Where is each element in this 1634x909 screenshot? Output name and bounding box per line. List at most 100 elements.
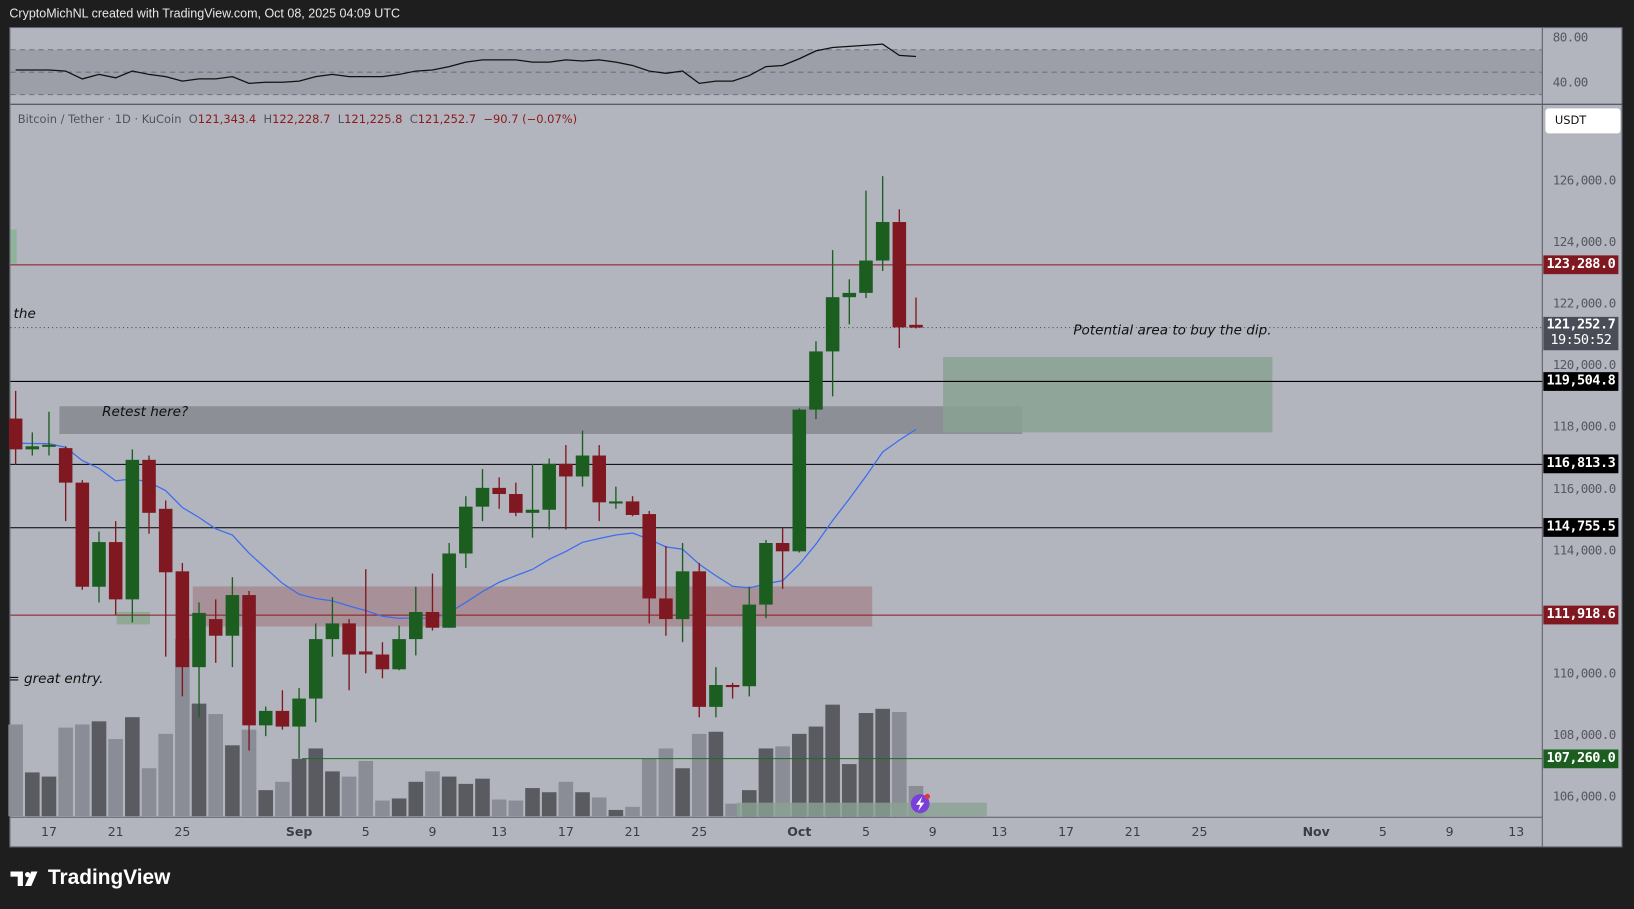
candle-body: [175, 571, 190, 668]
volume-bar: [525, 788, 540, 817]
candle-body: [425, 612, 440, 628]
price-line-label: 119,504.8: [1543, 372, 1619, 391]
volume-bar: [325, 771, 340, 817]
time-tick-label: 9: [1445, 824, 1454, 840]
candle-body: [509, 494, 523, 513]
volume-bar: [825, 704, 840, 817]
candle-body: [659, 598, 673, 620]
brand-name: TradingView: [47, 866, 171, 890]
volume-bar: [358, 760, 374, 817]
candle-body: [275, 710, 290, 727]
volume-bar: [308, 748, 324, 817]
pink-zone: [192, 586, 873, 627]
price-line-label: 111,918.6: [1543, 605, 1619, 625]
time-tick-label: 17: [557, 824, 574, 840]
symbol-legend: Bitcoin / Tether · 1D · KuCoin O121,343.…: [18, 113, 577, 127]
volume-bar: [641, 758, 657, 817]
low-label: L: [337, 112, 345, 127]
candle-body: [892, 222, 907, 328]
open-value: 121,343.4: [197, 112, 257, 127]
price-tick-label: 118,000.0: [1552, 419, 1617, 435]
time-tick-label: 21: [107, 824, 124, 840]
notification-dot: [924, 793, 931, 799]
tradingview-logo[interactable]: TradingView: [10, 866, 170, 890]
volume-bar: [375, 800, 390, 817]
candle-body: [308, 639, 323, 699]
lightning-icon-glyph: [916, 796, 925, 811]
volume-bar: [8, 724, 23, 817]
candle-body: [592, 455, 606, 503]
time-tick-label: 9: [928, 824, 937, 840]
high-value: 122,228.7: [272, 112, 331, 127]
chart-frame[interactable]: [9, 27, 1623, 848]
candle-body: [775, 543, 790, 552]
volume-bar: [441, 776, 457, 817]
volume-bar: [675, 768, 690, 817]
volume-bar: [658, 748, 674, 817]
time-tick-label: 13: [491, 824, 508, 840]
change-value: −90.7 (−0.07%): [483, 112, 578, 127]
time-tick-label: 5: [862, 824, 870, 840]
volume-bar: [175, 638, 190, 817]
price-tick-label: 116,000.0: [1552, 481, 1617, 496]
rsi-line: [15, 43, 917, 85]
time-tick-label: 9: [428, 824, 437, 840]
candle-body: [108, 542, 123, 600]
volume-bar: [191, 703, 207, 817]
candle-body: [759, 543, 773, 605]
volume-bar: [758, 748, 774, 817]
annotation-great-entry: = great entry.: [8, 671, 104, 687]
candle-body: [409, 612, 423, 640]
price-line-label: 123,288.0: [1543, 255, 1619, 275]
volume-bar: [408, 781, 424, 817]
open-label: O: [188, 112, 198, 127]
time-tick-label: 25: [691, 824, 708, 840]
volume-bar: [775, 746, 790, 817]
candle-body: [909, 324, 923, 328]
candle-body: [642, 514, 657, 599]
candle-body: [459, 506, 473, 554]
volume-bar: [708, 731, 724, 817]
candle-body: [42, 444, 56, 447]
volume-bar: [458, 783, 474, 817]
volume-bar: [858, 713, 874, 817]
volume-bar: [275, 781, 290, 817]
volume-bar: [508, 800, 524, 817]
candle-body: [725, 685, 740, 688]
volume-bar: [225, 745, 240, 817]
annotation-buy-dip: Potential area to buy the dip.: [1073, 323, 1272, 339]
candle-body: [208, 619, 223, 636]
candle-body: [692, 571, 707, 707]
currency-button[interactable]: USDT: [1545, 108, 1621, 134]
volume-bar: [608, 809, 624, 817]
price-tick-label: 120,000.0: [1552, 357, 1617, 373]
volume-bar: [258, 790, 274, 817]
time-tick-label: 17: [1058, 824, 1075, 840]
price-tick-label: 110,000.0: [1552, 665, 1617, 681]
time-tick-label: 13: [991, 824, 1008, 840]
volume-bar: [41, 776, 57, 817]
volume-bar: [875, 708, 890, 817]
candle-body: [125, 459, 140, 600]
close-label: C: [409, 112, 418, 127]
volume-bar: [541, 792, 557, 817]
close-value: 121,252.7: [417, 112, 477, 127]
volume-bar: [725, 803, 740, 817]
low-value: 121,225.8: [344, 112, 403, 127]
candle-body: [809, 351, 823, 410]
price-line-label: 114,755.5: [1543, 518, 1619, 538]
candle-body: [625, 501, 640, 515]
time-tick-label: Nov: [1302, 824, 1330, 840]
time-tick-label: 21: [624, 824, 641, 840]
volume-bar: [208, 714, 224, 817]
volume-bar: [291, 758, 307, 817]
bar-countdown: 19:50:52: [1550, 332, 1612, 349]
price-tick-label: 114,000.0: [1552, 542, 1617, 558]
volume-bar: [158, 733, 173, 817]
volume-bar: [892, 711, 907, 817]
annotation-the: the: [13, 306, 36, 323]
candle-body: [92, 542, 106, 587]
attribution-text: CryptoMichNL created with TradingView.co…: [9, 6, 401, 21]
